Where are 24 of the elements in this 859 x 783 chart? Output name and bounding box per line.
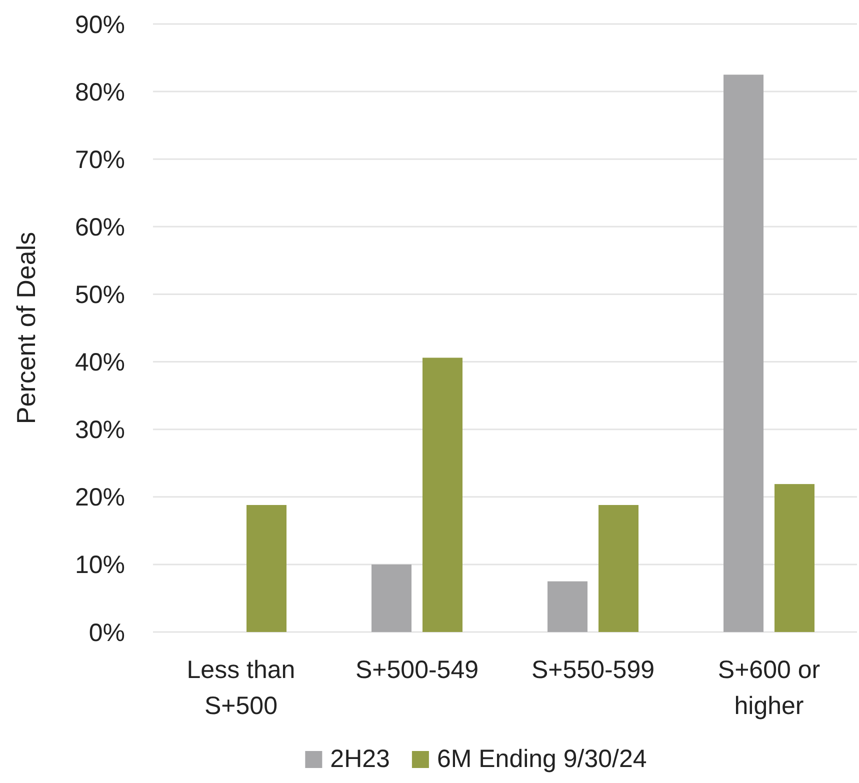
legend-label: 6M Ending 9/30/24 (436, 745, 647, 773)
bar (548, 581, 588, 632)
bar (246, 504, 286, 632)
y-tick-label: 10% (74, 551, 125, 580)
y-tick-label: 90% (74, 10, 125, 39)
y-tick-label: 70% (74, 146, 125, 174)
y-tick-label: 40% (74, 348, 125, 377)
y-axis-title: Percent of Deals (11, 232, 41, 424)
x-tick-label: S+600 or higher (718, 656, 820, 720)
x-tick-label: S+500-549 (355, 656, 479, 684)
legend-label: 2H23 (330, 745, 390, 773)
y-tick-label: 80% (74, 78, 125, 106)
y-tick-label: 60% (74, 213, 125, 242)
bar (774, 484, 814, 632)
y-tick-label: 50% (74, 280, 125, 309)
bar (724, 74, 764, 632)
x-tick-label: Less than S+500 (186, 656, 296, 720)
bar (372, 564, 412, 632)
x-tick-label: S+550-599 (531, 656, 655, 684)
y-tick-label: 30% (74, 416, 125, 444)
y-tick-label: 0% (88, 618, 125, 647)
bar (598, 504, 638, 632)
bar (422, 358, 462, 632)
y-tick-label: 20% (74, 484, 125, 512)
